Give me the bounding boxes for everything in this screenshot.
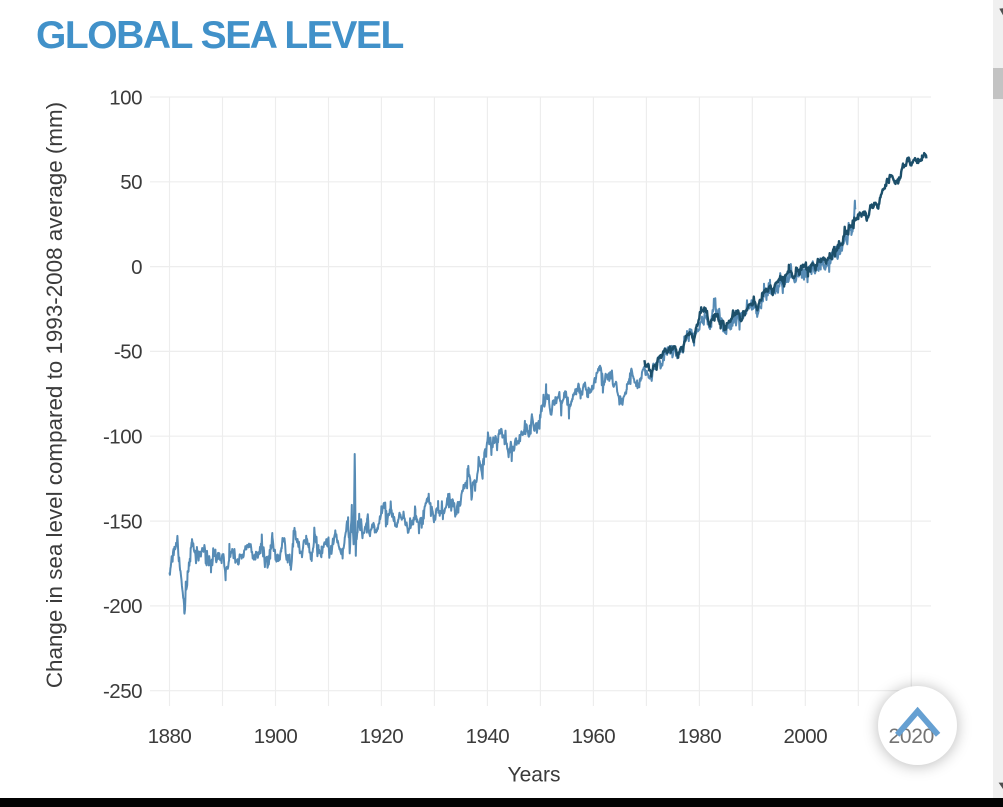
svg-text:1960: 1960 — [572, 725, 616, 748]
svg-text:1920: 1920 — [360, 725, 404, 748]
svg-text:0: 0 — [131, 256, 142, 279]
svg-text:Years: Years — [508, 764, 561, 787]
svg-text:-250: -250 — [103, 680, 142, 703]
svg-text:2020: 2020 — [889, 725, 935, 748]
svg-text:1900: 1900 — [254, 725, 298, 748]
svg-text:2000: 2000 — [783, 725, 827, 748]
svg-text:50: 50 — [120, 171, 142, 194]
svg-text:-100: -100 — [103, 426, 142, 449]
svg-text:-150: -150 — [103, 510, 142, 533]
svg-text:1940: 1940 — [466, 725, 510, 748]
svg-text:Change in sea level compared t: Change in sea level compared to 1993-200… — [42, 102, 67, 688]
svg-text:1880: 1880 — [148, 725, 192, 748]
svg-text:-200: -200 — [103, 595, 142, 618]
svg-text:1980: 1980 — [678, 725, 722, 748]
svg-text:-50: -50 — [114, 341, 142, 364]
svg-text:100: 100 — [109, 86, 142, 109]
